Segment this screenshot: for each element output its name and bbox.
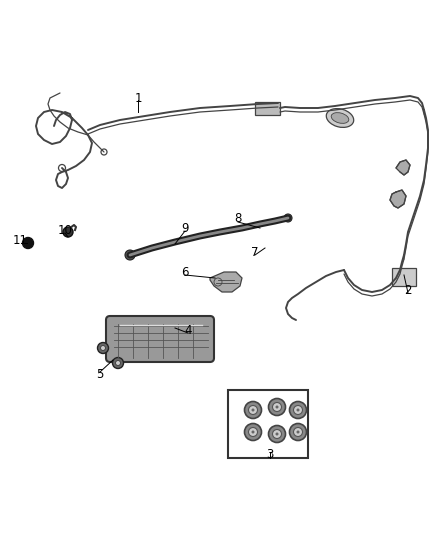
Ellipse shape xyxy=(326,109,354,127)
Bar xyxy=(255,102,280,115)
Circle shape xyxy=(22,238,33,248)
Circle shape xyxy=(248,406,258,415)
Circle shape xyxy=(284,214,292,222)
Text: 2: 2 xyxy=(404,284,412,296)
Circle shape xyxy=(125,250,135,260)
Circle shape xyxy=(116,360,120,366)
Text: 3: 3 xyxy=(266,448,274,462)
Text: 10: 10 xyxy=(57,223,72,237)
Circle shape xyxy=(98,343,109,353)
Circle shape xyxy=(251,431,254,433)
Circle shape xyxy=(244,424,261,440)
Circle shape xyxy=(100,345,106,351)
Text: 4: 4 xyxy=(184,324,192,336)
Circle shape xyxy=(251,408,254,411)
Text: 11: 11 xyxy=(13,233,28,246)
Text: 8: 8 xyxy=(234,212,242,224)
Text: 7: 7 xyxy=(251,246,259,259)
Polygon shape xyxy=(396,160,410,175)
Text: 1: 1 xyxy=(134,92,142,104)
Circle shape xyxy=(272,430,282,439)
Bar xyxy=(392,268,416,286)
Text: 9: 9 xyxy=(181,222,189,235)
Circle shape xyxy=(293,427,303,437)
Circle shape xyxy=(248,427,258,437)
Text: 6: 6 xyxy=(181,265,189,279)
Ellipse shape xyxy=(331,112,349,123)
Bar xyxy=(228,390,308,458)
Circle shape xyxy=(268,399,286,416)
Circle shape xyxy=(272,402,282,411)
Circle shape xyxy=(290,401,307,418)
Circle shape xyxy=(276,406,279,408)
Circle shape xyxy=(113,358,124,368)
Circle shape xyxy=(244,401,261,418)
FancyBboxPatch shape xyxy=(106,316,214,362)
Circle shape xyxy=(293,406,303,415)
Polygon shape xyxy=(210,272,242,292)
Circle shape xyxy=(290,424,307,440)
Circle shape xyxy=(276,432,279,435)
Circle shape xyxy=(297,431,300,433)
Text: 5: 5 xyxy=(96,368,104,382)
Circle shape xyxy=(268,425,286,442)
Circle shape xyxy=(63,227,73,237)
Polygon shape xyxy=(390,190,406,208)
Circle shape xyxy=(297,408,300,411)
